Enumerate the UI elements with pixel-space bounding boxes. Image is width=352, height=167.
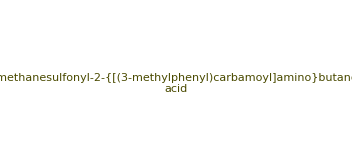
Text: 4-methanesulfonyl-2-{[(3-methylphenyl)carbamoyl]amino}butanoic acid: 4-methanesulfonyl-2-{[(3-methylphenyl)ca… (0, 73, 352, 94)
